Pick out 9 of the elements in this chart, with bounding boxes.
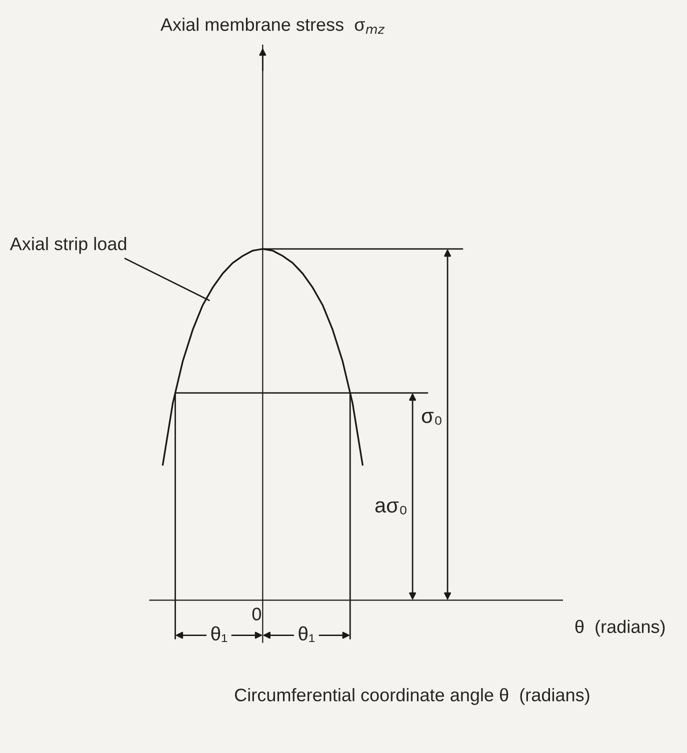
- text: θ₁: [298, 626, 315, 642]
- text: 0: [252, 608, 262, 620]
- text: aσ₀: [375, 501, 406, 514]
- text: σ₀: [422, 412, 442, 425]
- x-axis-title: Circumferential coordinate angle θ (radians): [234, 688, 590, 705]
- text: Axial strip load: [10, 236, 126, 254]
- text: θ (radians): [575, 620, 665, 637]
- text: θ₁: [211, 626, 228, 642]
- text: Axial membrane stress σ$_{mz}$: [160, 18, 385, 34]
